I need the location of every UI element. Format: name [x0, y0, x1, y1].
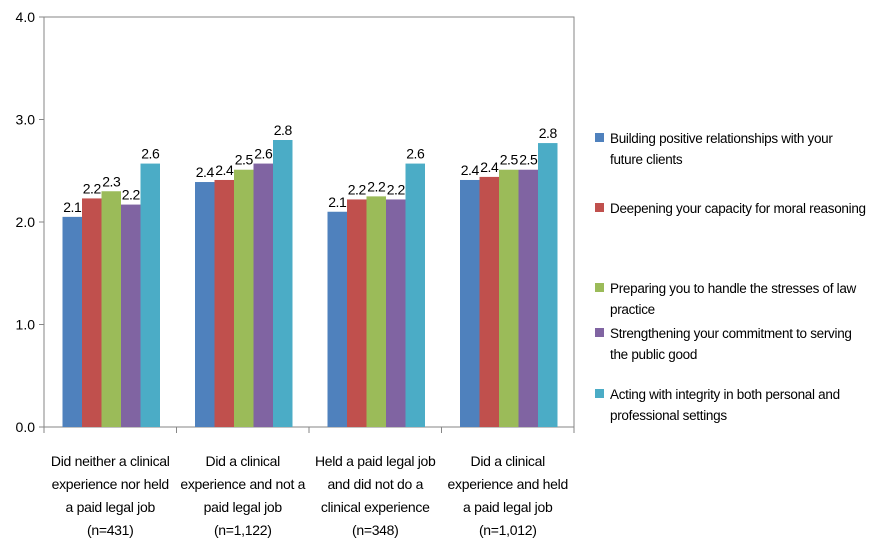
legend-item: Deepening your capacity for moral reason… [595, 198, 880, 219]
bar [479, 176, 499, 427]
bar [460, 179, 480, 427]
bar [101, 191, 121, 427]
bar-value-label: 2.2 [122, 187, 141, 203]
bar-value-label: 2.1 [63, 199, 82, 215]
bar-value-label: 2.2 [387, 181, 406, 197]
category-label: Did neither a clinical [51, 453, 170, 469]
bar [214, 179, 234, 427]
bar [499, 169, 519, 427]
category-label: paid legal job [204, 499, 283, 515]
legend-label-line: practice [610, 302, 655, 317]
y-tick-label: 0.0 [16, 419, 36, 435]
bar-value-label: 2.2 [348, 181, 367, 197]
bar-value-label: 2.4 [196, 164, 215, 180]
bars [62, 140, 558, 427]
category-label: (n=1,122) [214, 522, 272, 538]
bar [62, 216, 82, 427]
legend-swatch [595, 203, 604, 212]
bar [327, 211, 347, 427]
legend-label-line: Preparing you to handle the stresses of … [610, 281, 856, 296]
bar-value-label: 2.3 [102, 173, 121, 189]
bar [121, 204, 141, 427]
legend-item: Building positive relationships with you… [595, 128, 880, 170]
bar-value-label: 2.5 [519, 152, 538, 168]
category-label: a paid legal job [463, 499, 553, 515]
bar [253, 163, 273, 427]
bar-value-label: 2.4 [215, 162, 234, 178]
legend-label-line: professional settings [610, 408, 727, 423]
category-label: Did a clinical [471, 453, 546, 469]
legend-item: Preparing you to handle the stresses of … [595, 278, 880, 320]
category-label: a paid legal job [66, 499, 156, 515]
bar [140, 163, 160, 427]
legend-label: Building positive relationships with you… [610, 128, 833, 170]
y-tick-label: 2.0 [16, 214, 36, 230]
legend-label-line: Strengthening your commitment to serving [610, 326, 852, 341]
legend-item: Acting with integrity in both personal a… [595, 384, 880, 426]
bar [386, 199, 406, 427]
category-label: clinical experience [321, 499, 430, 515]
legend-label: Deepening your capacity for moral reason… [610, 198, 866, 219]
bar [195, 182, 215, 427]
bar [366, 196, 386, 427]
legend-swatch [595, 389, 604, 398]
bar [273, 140, 293, 427]
legend-label-line: Building positive relationships with you… [610, 131, 833, 146]
bar [405, 163, 425, 427]
category-label: (n=348) [352, 522, 399, 538]
bar-value-label: 2.5 [500, 152, 519, 168]
legend-label-line: Acting with integrity in both personal a… [610, 387, 840, 402]
legend-swatch [595, 283, 604, 292]
category-label: Held a paid legal job [315, 453, 436, 469]
category-label: experience and not a [180, 476, 305, 492]
x-axis [43, 427, 575, 433]
legend-label: Strengthening your commitment to serving… [610, 323, 852, 365]
legend-label-line: Deepening your capacity for moral reason… [610, 201, 866, 216]
legend-label-line: the public good [610, 347, 698, 362]
legend-label: Preparing you to handle the stresses of … [610, 278, 856, 320]
category-label: and did not do a [327, 476, 423, 492]
bar-value-label: 2.4 [461, 162, 480, 178]
legend-label: Acting with integrity in both personal a… [610, 384, 840, 426]
category-label: experience nor held [52, 476, 169, 492]
bar [347, 199, 367, 427]
bar-value-label: 2.5 [235, 152, 254, 168]
category-label: experience and held [448, 476, 568, 492]
category-labels: Did neither a clinical experience nor hel… [51, 453, 568, 538]
bar-value-label: 2.6 [141, 146, 160, 162]
y-tick-label: 1.0 [16, 317, 36, 333]
bar-value-label: 2.1 [328, 194, 347, 210]
bar-value-label: 2.2 [367, 178, 386, 194]
legend-swatch [595, 328, 604, 337]
category-label: (n=431) [87, 522, 134, 538]
bar-value-labels: 2.12.42.12.42.22.42.22.42.32.52.22.52.22… [63, 122, 558, 215]
bar [538, 143, 558, 427]
legend-swatch [595, 133, 604, 142]
category-label: (n=1,012) [479, 522, 537, 538]
bar-value-label: 2.8 [539, 125, 558, 141]
y-tick-label: 4.0 [16, 9, 36, 25]
legend-label-line: future clients [610, 152, 683, 167]
category-label: Did a clinical [206, 453, 281, 469]
bar-value-label: 2.2 [83, 180, 102, 196]
y-tick-label: 3.0 [16, 112, 36, 128]
bar-value-label: 2.4 [480, 159, 499, 175]
legend-item: Strengthening your commitment to serving… [595, 323, 880, 365]
bar-value-label: 2.8 [274, 122, 293, 138]
bar [518, 169, 538, 427]
bar [82, 198, 102, 427]
bar-value-label: 2.6 [254, 146, 273, 162]
bar [234, 169, 254, 427]
bar-value-label: 2.6 [406, 146, 425, 162]
